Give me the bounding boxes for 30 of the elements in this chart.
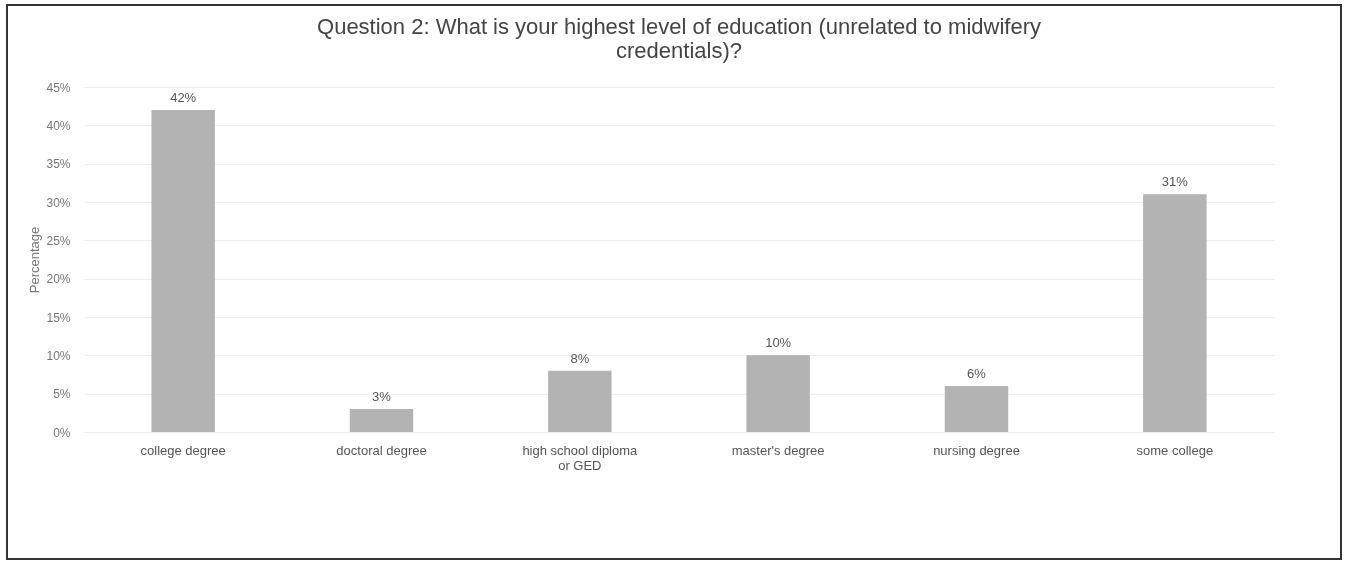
y-tick-label: 0% bbox=[53, 425, 71, 440]
data-label: 10% bbox=[765, 335, 792, 351]
y-tick-label: 45% bbox=[46, 80, 71, 95]
data-label: 42% bbox=[170, 90, 197, 105]
data-label: 6% bbox=[967, 366, 987, 381]
x-tick-label: some college bbox=[1136, 442, 1214, 458]
y-axis-title: Percentage bbox=[27, 226, 43, 294]
bar bbox=[1143, 194, 1207, 432]
y-tick-label: 10% bbox=[46, 348, 71, 363]
bar bbox=[151, 110, 215, 432]
y-tick-label: 20% bbox=[46, 272, 71, 287]
y-tick-label: 35% bbox=[46, 157, 71, 172]
y-tick-label: 25% bbox=[46, 233, 71, 248]
x-tick-label: master's degree bbox=[731, 442, 825, 458]
y-tick-label: 15% bbox=[46, 310, 71, 325]
x-tick-label: high school diploma or GED bbox=[522, 442, 639, 473]
y-tick-label: 30% bbox=[46, 195, 71, 210]
x-tick-label: college degree bbox=[140, 442, 226, 458]
y-tick-label: 5% bbox=[53, 387, 71, 402]
y-tick-label: 40% bbox=[46, 118, 71, 133]
data-label: 3% bbox=[372, 389, 392, 404]
bar bbox=[349, 409, 414, 432]
chart-title: Question 2: What is your highest level of education (unrelated to midwifery credentials)? bbox=[317, 14, 1041, 63]
bar bbox=[944, 386, 1009, 432]
data-label: 31% bbox=[1161, 174, 1189, 190]
bar bbox=[746, 355, 810, 432]
x-tick-label: doctoral degree bbox=[336, 442, 427, 458]
bar bbox=[548, 370, 612, 432]
data-label: 8% bbox=[570, 350, 590, 366]
x-tick-label: nursing degree bbox=[933, 442, 1020, 458]
